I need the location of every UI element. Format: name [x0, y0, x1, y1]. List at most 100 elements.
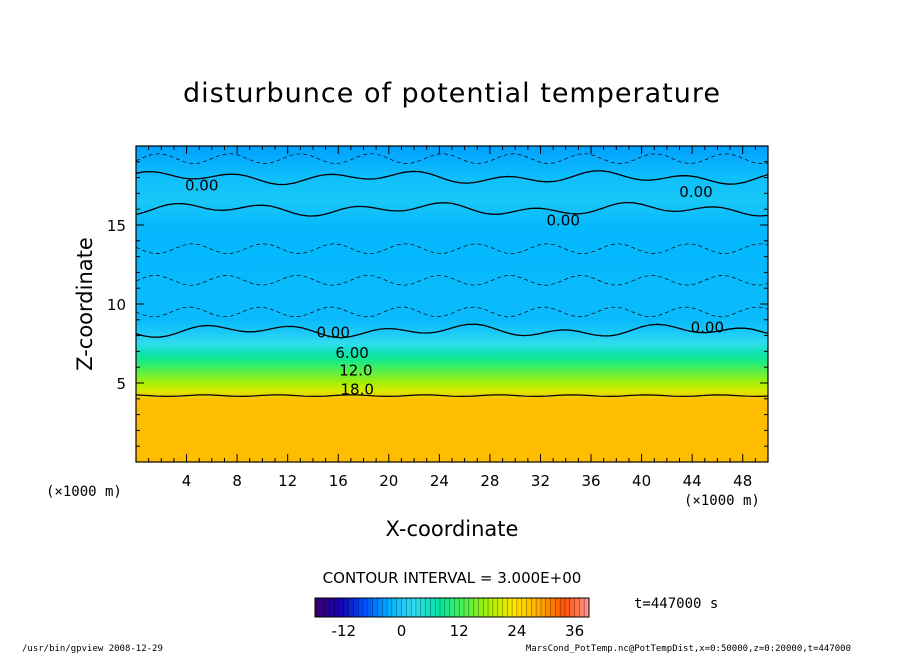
colorbar-tick-label: 36 — [565, 622, 584, 640]
negative-contour — [136, 306, 768, 318]
colorbar-cell — [464, 598, 470, 617]
colorbar-cell — [415, 598, 422, 617]
colorbar-cell — [584, 598, 590, 617]
colorbar-tick-label: 12 — [450, 622, 469, 640]
y-tick-label: 15 — [107, 217, 126, 235]
colorbar-tick-label: 24 — [507, 622, 526, 640]
zero-contour — [136, 170, 768, 186]
colorbar-frame — [314, 597, 590, 618]
contour-lines — [136, 153, 768, 398]
x-tick-label: 4 — [182, 472, 192, 490]
colorbar-cell — [430, 598, 436, 617]
y-tick-label: 10 — [107, 296, 126, 314]
x-axis-label: X-coordinate — [386, 517, 519, 541]
contour-label: 18.0 — [340, 380, 373, 398]
colorbar-cell — [444, 598, 450, 617]
colorbar-cell — [579, 598, 585, 617]
chart-title: disturbunce of potential temperature — [183, 78, 721, 109]
colorbar-cell — [488, 598, 494, 617]
colorbar-cell — [545, 598, 551, 617]
x-tick-label: 24 — [430, 472, 449, 490]
colorbar-cell — [564, 598, 571, 617]
contour-label: 0.00 — [185, 177, 218, 195]
colorbar-cell — [459, 598, 465, 617]
colorbar-cell — [358, 598, 364, 617]
y-axis-label: Z-coordinate — [73, 237, 97, 371]
colorbar-cell — [406, 598, 412, 617]
x-tick-label: 8 — [232, 472, 242, 490]
colorbar-cell — [319, 598, 325, 617]
zero-contour — [136, 323, 768, 339]
colorbar-cell — [507, 598, 513, 617]
colorbar-ticks: -12 0 12 24 36 — [332, 622, 585, 640]
negative-contour — [136, 275, 768, 286]
colorbar-cell — [391, 598, 398, 617]
contour-line — [136, 394, 768, 398]
colorbar-cell — [425, 598, 431, 617]
x-tick-label: 36 — [581, 472, 600, 490]
negative-contour — [136, 243, 768, 254]
colorbar-cell — [531, 598, 537, 617]
colorbar-cell — [536, 598, 542, 617]
colorbar-cell — [516, 598, 522, 617]
contour-label: 0.00 — [316, 323, 349, 341]
colorbar-cell — [555, 598, 561, 617]
plot-area — [136, 146, 768, 462]
x-tick-label: 20 — [379, 472, 398, 490]
colorbar-cell — [401, 598, 407, 617]
colorbar-cell — [454, 598, 460, 617]
footer-right: MarsCond_PotTemp.nc@PotTempDist,x=0:5000… — [526, 644, 851, 654]
colorbar-cell — [473, 598, 479, 617]
colorbar-cell — [435, 598, 441, 617]
colorbar-cell — [353, 598, 359, 617]
colorbar-cell — [439, 598, 446, 617]
x-tick-label: 28 — [480, 472, 499, 490]
x-tick-label: 32 — [531, 472, 550, 490]
colorbar-cell — [367, 598, 373, 617]
x-axis-unit-left: (×1000 m) — [46, 484, 122, 500]
x-tick-label: 16 — [329, 472, 348, 490]
x-tick-label: 48 — [733, 472, 752, 490]
contour-label: 12.0 — [339, 361, 372, 379]
colorbar-cell — [339, 598, 345, 617]
x-tick-label: 40 — [632, 472, 651, 490]
x-tick-label: 44 — [683, 472, 702, 490]
contour-label: 0.00 — [546, 211, 579, 229]
colorbar-cell — [324, 598, 330, 617]
time-label: t=447000 s — [634, 596, 718, 612]
colorbar-cell — [468, 598, 474, 617]
contour-label: 6.00 — [335, 344, 368, 362]
colorbar-cell — [492, 598, 498, 617]
footer-left: /usr/bin/gpview 2008-12-29 — [22, 644, 163, 654]
colorbar-cell — [512, 598, 518, 617]
colorbar-tick-label: 0 — [397, 622, 407, 640]
y-axis-ticks: 5 10 15 — [107, 161, 768, 447]
colorbar-cell — [574, 598, 580, 617]
colorbar-cell — [526, 598, 532, 617]
colorbar — [314, 598, 590, 617]
colorbar-cell — [540, 598, 547, 617]
colorbar-cell — [483, 598, 489, 617]
x-axis-ticks: 4 8 12 16 20 24 28 32 36 40 44 48 — [148, 146, 756, 490]
colorbar-cell — [387, 598, 393, 617]
x-axis-unit-right: (×1000 m) — [684, 493, 760, 509]
negative-contour — [136, 153, 768, 164]
zero-contour — [136, 201, 768, 217]
colorbar-cell — [348, 598, 354, 617]
colorbar-cell — [420, 598, 426, 617]
contour-interval: CONTOUR INTERVAL = 3.000E+00 — [323, 569, 582, 587]
colorbar-cell — [550, 598, 556, 617]
x-tick-label: 12 — [278, 472, 297, 490]
colorbar-cell — [478, 598, 484, 617]
colorbar-cell — [315, 598, 321, 617]
colorbar-cell — [502, 598, 508, 617]
colorbar-cell — [449, 598, 455, 617]
colorbar-cell — [521, 598, 527, 617]
contour-label: 0.00 — [679, 183, 712, 201]
colorbar-cell — [497, 598, 503, 617]
y-tick-label: 5 — [116, 375, 126, 393]
colorbar-cell — [396, 598, 402, 617]
colorbar-cell — [411, 598, 417, 617]
